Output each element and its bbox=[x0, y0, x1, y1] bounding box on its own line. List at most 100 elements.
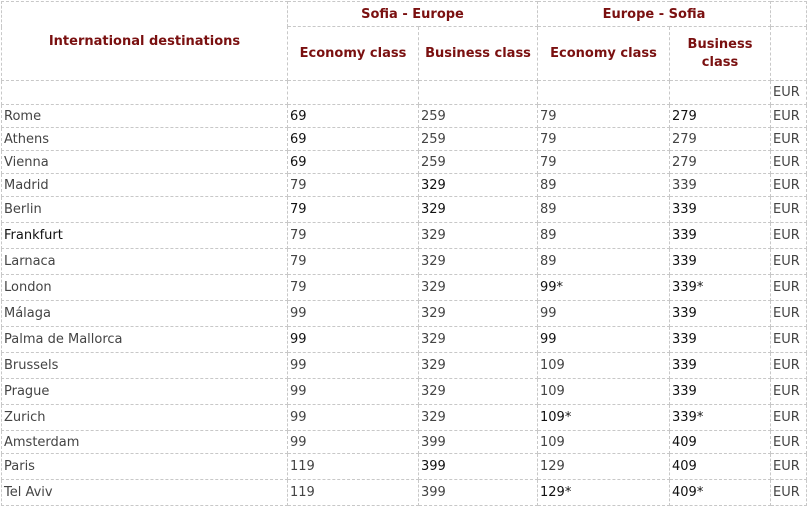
price-sofia-europe-business: 259 bbox=[418, 127, 538, 151]
price-europe-sofia-business: 279 bbox=[669, 127, 771, 151]
currency-cell: EUR bbox=[770, 127, 807, 151]
table-row: Tel Aviv 119 399 129* 409* EUR bbox=[1, 479, 807, 506]
blank-header-cell bbox=[770, 1, 807, 27]
business-header-line1: Business bbox=[687, 36, 753, 52]
price-europe-sofia-economy: 109 bbox=[537, 378, 670, 405]
price-sofia-europe-economy: 99 bbox=[287, 300, 419, 327]
price-europe-sofia-business: 409 bbox=[669, 453, 771, 480]
destination-cell: Vienna bbox=[1, 150, 288, 174]
price-europe-sofia-business: 279 bbox=[669, 150, 771, 174]
destination-cell: Paris bbox=[1, 453, 288, 480]
price-sofia-europe-business: 329 bbox=[418, 378, 538, 405]
price-sofia-europe-economy: 69 bbox=[287, 127, 419, 151]
currency-header: EUR bbox=[770, 80, 807, 105]
economy-header-sofia-europe: Economy class bbox=[287, 26, 419, 81]
price-sofia-europe-business: 329 bbox=[418, 248, 538, 275]
price-sofia-europe-business: 259 bbox=[418, 150, 538, 174]
currency-cell: EUR bbox=[770, 430, 807, 454]
price-sofia-europe-business: 329 bbox=[418, 173, 538, 197]
table-row: Amsterdam 99 399 109 409 EUR bbox=[1, 430, 807, 454]
price-sofia-europe-economy: 79 bbox=[287, 222, 419, 249]
price-europe-sofia-economy: 99* bbox=[537, 274, 670, 301]
price-europe-sofia-business: 339* bbox=[669, 274, 771, 301]
price-europe-sofia-business: 339 bbox=[669, 300, 771, 327]
destination-cell: Rome bbox=[1, 104, 288, 128]
currency-cell: EUR bbox=[770, 248, 807, 275]
destination-cell: Berlin bbox=[1, 196, 288, 223]
blank-header-cell bbox=[770, 26, 807, 81]
price-europe-sofia-economy: 89 bbox=[537, 196, 670, 223]
economy-header-europe-sofia: Economy class bbox=[537, 26, 670, 81]
price-europe-sofia-business: 339 bbox=[669, 173, 771, 197]
price-sofia-europe-business: 399 bbox=[418, 479, 538, 506]
price-sofia-europe-economy: 99 bbox=[287, 352, 419, 379]
price-europe-sofia-economy: 79 bbox=[537, 150, 670, 174]
price-sofia-europe-business: 329 bbox=[418, 222, 538, 249]
table-row: Prague 99 329 109 339 EUR bbox=[1, 378, 807, 405]
price-sofia-europe-economy: 69 bbox=[287, 104, 419, 128]
route-header-europe-sofia: Europe - Sofia bbox=[537, 1, 771, 27]
price-sofia-europe-economy: 99 bbox=[287, 378, 419, 405]
currency-cell: EUR bbox=[770, 222, 807, 249]
destinations-header: International destinations bbox=[1, 1, 288, 81]
price-europe-sofia-business: 339* bbox=[669, 404, 771, 431]
price-europe-sofia-business: 339 bbox=[669, 222, 771, 249]
price-europe-sofia-economy: 129 bbox=[537, 453, 670, 480]
currency-cell: EUR bbox=[770, 150, 807, 174]
price-sofia-europe-economy: 79 bbox=[287, 196, 419, 223]
price-europe-sofia-economy: 99 bbox=[537, 326, 670, 353]
price-europe-sofia-economy: 109 bbox=[537, 352, 670, 379]
destination-cell: Palma de Mallorca bbox=[1, 326, 288, 353]
currency-cell: EUR bbox=[770, 173, 807, 197]
price-sofia-europe-economy: 79 bbox=[287, 173, 419, 197]
price-sofia-europe-business: 329 bbox=[418, 352, 538, 379]
destination-cell: Brussels bbox=[1, 352, 288, 379]
price-europe-sofia-economy: 79 bbox=[537, 127, 670, 151]
price-sofia-europe-business: 329 bbox=[418, 196, 538, 223]
currency-cell: EUR bbox=[770, 404, 807, 431]
destination-cell: Prague bbox=[1, 378, 288, 405]
unit-row-blank bbox=[669, 80, 771, 105]
table-row: Madrid 79 329 89 339 EUR bbox=[1, 173, 807, 197]
price-europe-sofia-economy: 99 bbox=[537, 300, 670, 327]
table-row: Vienna 69 259 79 279 EUR bbox=[1, 150, 807, 174]
price-sofia-europe-economy: 69 bbox=[287, 150, 419, 174]
price-europe-sofia-economy: 109* bbox=[537, 404, 670, 431]
price-sofia-europe-economy: 99 bbox=[287, 430, 419, 454]
table-row: Málaga 99 329 99 339 EUR bbox=[1, 300, 807, 327]
destination-cell: Zurich bbox=[1, 404, 288, 431]
unit-row-blank bbox=[1, 80, 288, 105]
table-row: Berlin 79 329 89 339 EUR bbox=[1, 196, 807, 223]
currency-cell: EUR bbox=[770, 196, 807, 223]
destination-cell: Madrid bbox=[1, 173, 288, 197]
price-sofia-europe-business: 399 bbox=[418, 430, 538, 454]
price-sofia-europe-economy: 119 bbox=[287, 453, 419, 480]
currency-cell: EUR bbox=[770, 479, 807, 506]
table-row: Larnaca 79 329 89 339 EUR bbox=[1, 248, 807, 275]
price-europe-sofia-business: 339 bbox=[669, 378, 771, 405]
currency-cell: EUR bbox=[770, 104, 807, 128]
unit-row-blank bbox=[537, 80, 670, 105]
fares-table: International destinations Sofia - Europ… bbox=[1, 1, 807, 506]
price-sofia-europe-economy: 99 bbox=[287, 404, 419, 431]
destination-cell: Málaga bbox=[1, 300, 288, 327]
price-sofia-europe-business: 329 bbox=[418, 300, 538, 327]
business-header-line2: class bbox=[701, 54, 739, 70]
business-header-sofia-europe: Business class bbox=[418, 26, 538, 81]
currency-cell: EUR bbox=[770, 352, 807, 379]
table-row: Rome 69 259 79 279 EUR bbox=[1, 104, 807, 128]
price-sofia-europe-business: 329 bbox=[418, 326, 538, 353]
price-europe-sofia-economy: 89 bbox=[537, 248, 670, 275]
currency-cell: EUR bbox=[770, 453, 807, 480]
currency-cell: EUR bbox=[770, 326, 807, 353]
price-europe-sofia-economy: 79 bbox=[537, 104, 670, 128]
price-sofia-europe-business: 329 bbox=[418, 404, 538, 431]
price-europe-sofia-economy: 89 bbox=[537, 173, 670, 197]
price-europe-sofia-economy: 89 bbox=[537, 222, 670, 249]
table-row: Palma de Mallorca 99 329 99 339 EUR bbox=[1, 326, 807, 353]
table-row: Frankfurt 79 329 89 339 EUR bbox=[1, 222, 807, 249]
unit-row-blank bbox=[287, 80, 419, 105]
destination-cell: London bbox=[1, 274, 288, 301]
price-europe-sofia-business: 279 bbox=[669, 104, 771, 128]
currency-cell: EUR bbox=[770, 274, 807, 301]
